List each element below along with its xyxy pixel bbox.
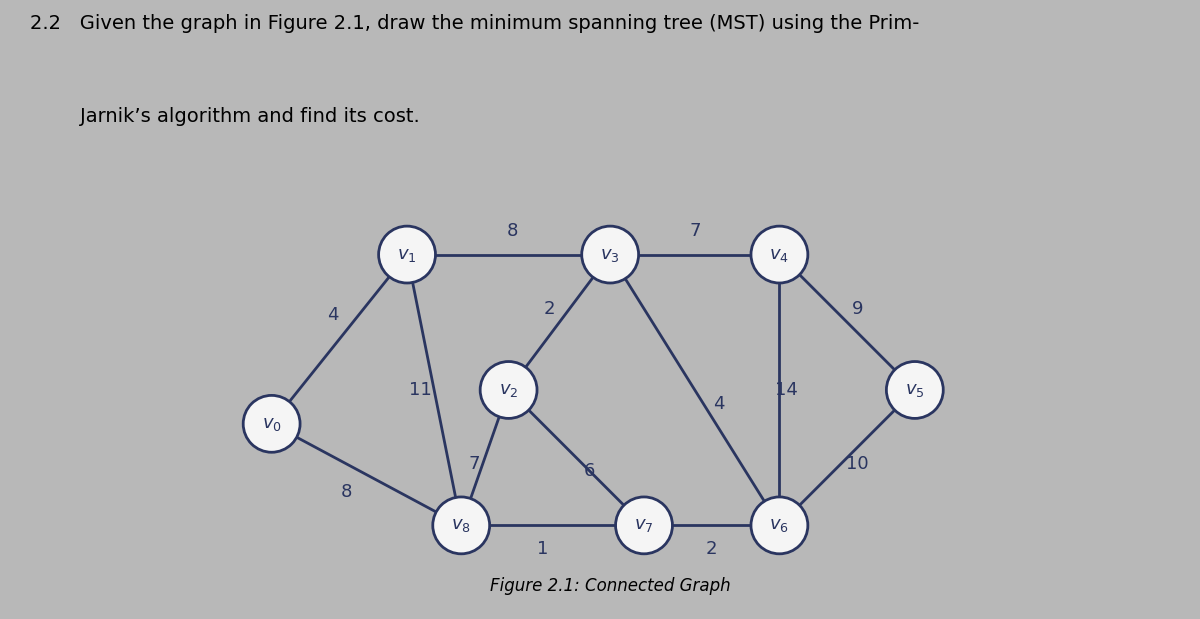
Text: $v_{5}$: $v_{5}$ [905, 381, 925, 399]
Circle shape [582, 226, 638, 283]
Text: 7: 7 [689, 222, 701, 240]
Text: $v_{4}$: $v_{4}$ [769, 246, 790, 264]
Text: $v_{8}$: $v_{8}$ [451, 516, 472, 534]
Text: $v_{0}$: $v_{0}$ [262, 415, 282, 433]
Text: Jarnik’s algorithm and find its cost.: Jarnik’s algorithm and find its cost. [30, 108, 420, 126]
Text: 14: 14 [775, 381, 798, 399]
Text: 4: 4 [713, 394, 725, 412]
Text: 11: 11 [409, 381, 432, 399]
Text: 2: 2 [544, 300, 554, 318]
Circle shape [433, 497, 490, 554]
Text: $v_{7}$: $v_{7}$ [635, 516, 654, 534]
Text: 10: 10 [846, 456, 869, 474]
Circle shape [751, 497, 808, 554]
Circle shape [379, 226, 436, 283]
Circle shape [480, 361, 538, 418]
Circle shape [887, 361, 943, 418]
Text: 8: 8 [506, 222, 517, 240]
Circle shape [244, 396, 300, 452]
Text: 6: 6 [584, 462, 595, 480]
Text: 2: 2 [706, 540, 718, 558]
Text: Figure 2.1: Connected Graph: Figure 2.1: Connected Graph [490, 578, 731, 595]
Circle shape [616, 497, 672, 554]
Text: 4: 4 [326, 306, 338, 324]
Text: $v_{6}$: $v_{6}$ [769, 516, 790, 534]
Text: $v_{1}$: $v_{1}$ [397, 246, 416, 264]
Text: $v_{2}$: $v_{2}$ [499, 381, 518, 399]
Text: $v_{3}$: $v_{3}$ [600, 246, 620, 264]
Text: 9: 9 [852, 300, 863, 318]
Text: 7: 7 [469, 456, 480, 474]
Circle shape [751, 226, 808, 283]
Text: 8: 8 [341, 483, 352, 501]
Text: 1: 1 [536, 540, 548, 558]
Text: 2.2   Given the graph in Figure 2.1, draw the minimum spanning tree (MST) using : 2.2 Given the graph in Figure 2.1, draw … [30, 14, 919, 33]
